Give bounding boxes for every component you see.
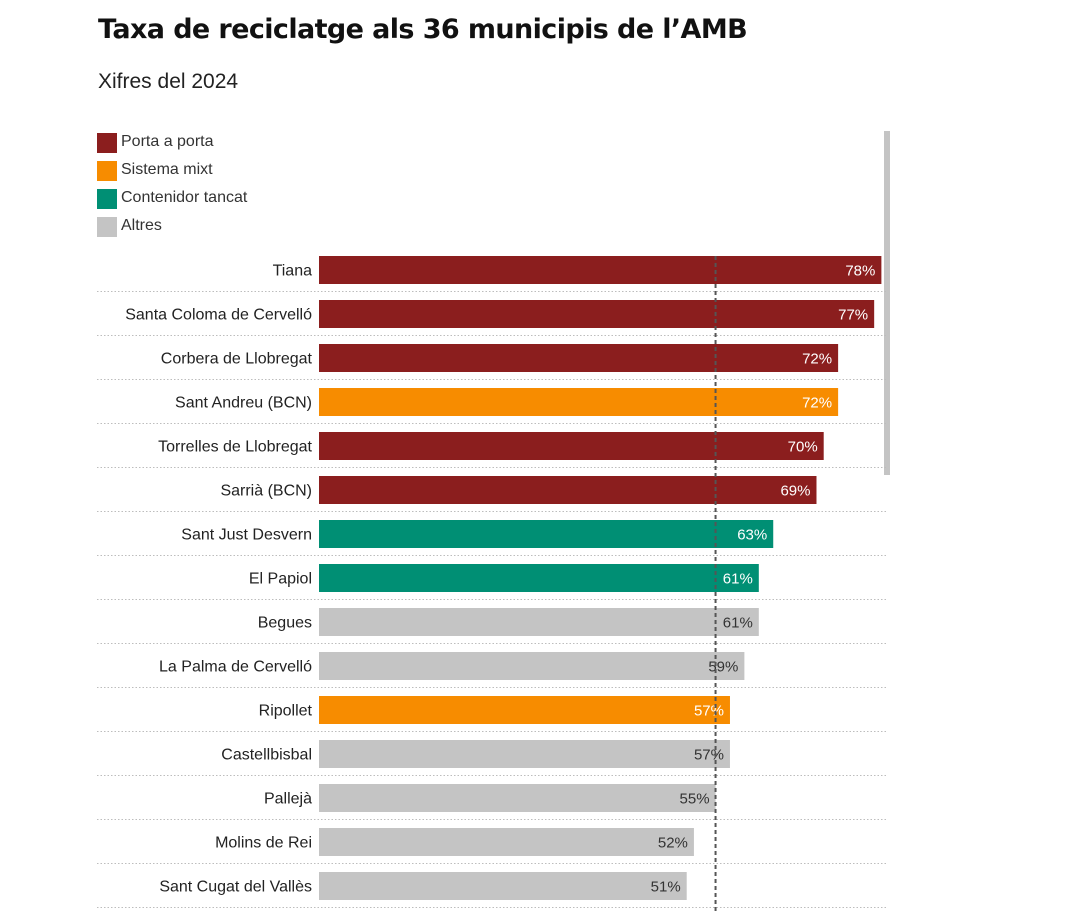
category-label: Santa Coloma de Cervelló [125, 307, 312, 324]
value-label: 72% [802, 351, 832, 368]
bar [319, 564, 759, 592]
value-label: 69% [780, 483, 810, 500]
value-label: 52% [658, 835, 688, 852]
bar [319, 432, 824, 460]
bar [319, 696, 730, 724]
legend-swatch [97, 161, 117, 181]
value-label: 57% [694, 703, 724, 720]
value-label: 61% [723, 615, 753, 632]
legend-label: Contenidor tancat [121, 189, 248, 206]
value-label: 70% [788, 439, 818, 456]
bar [319, 608, 759, 636]
vertical-scrollbar[interactable] [884, 131, 890, 475]
legend-label: Sistema mixt [121, 161, 213, 178]
value-label: 72% [802, 395, 832, 412]
bar [319, 300, 875, 328]
legend-swatch [97, 217, 117, 237]
category-label: Corbera de Llobregat [161, 351, 313, 368]
category-label: Sarrià (BCN) [220, 483, 312, 500]
bar [319, 344, 839, 372]
value-label: 55% [680, 791, 710, 808]
category-label: La Palma de Cervelló [159, 659, 312, 676]
bar [319, 784, 716, 812]
category-label: Ripollet [259, 703, 313, 720]
value-label: 57% [694, 747, 724, 764]
bar [319, 520, 774, 548]
category-label: Sant Cugat del Vallès [159, 879, 312, 896]
category-label: Begues [258, 615, 312, 632]
category-label: Torrelles de Llobregat [158, 439, 312, 456]
category-label: Tiana [273, 263, 313, 280]
category-label: Molins de Rei [215, 835, 312, 852]
value-label: 77% [838, 307, 868, 324]
bar [319, 388, 839, 416]
bar [319, 476, 817, 504]
category-label: El Papiol [249, 571, 312, 588]
value-label: 51% [651, 879, 681, 896]
value-label: 78% [845, 263, 875, 280]
category-label: Sant Andreu (BCN) [175, 395, 312, 412]
legend-label: Altres [121, 217, 162, 234]
bar [319, 256, 882, 284]
value-label: 59% [708, 659, 738, 676]
legend-swatch [97, 133, 117, 153]
bar [319, 740, 730, 768]
value-label: 63% [737, 527, 767, 544]
bar [319, 828, 694, 856]
chart-subtitle: Xifres del 2024 [98, 70, 239, 93]
bar [319, 872, 687, 900]
value-label: 61% [723, 571, 753, 588]
category-label: Castellbisbal [221, 747, 312, 764]
bar [319, 652, 745, 680]
legend-label: Porta a porta [121, 133, 214, 150]
legend-swatch [97, 189, 117, 209]
chart-title: Taxa de reciclatge als 36 municipis de l… [98, 14, 748, 45]
category-label: Sant Just Desvern [181, 527, 312, 544]
category-label: Pallejà [264, 791, 312, 808]
